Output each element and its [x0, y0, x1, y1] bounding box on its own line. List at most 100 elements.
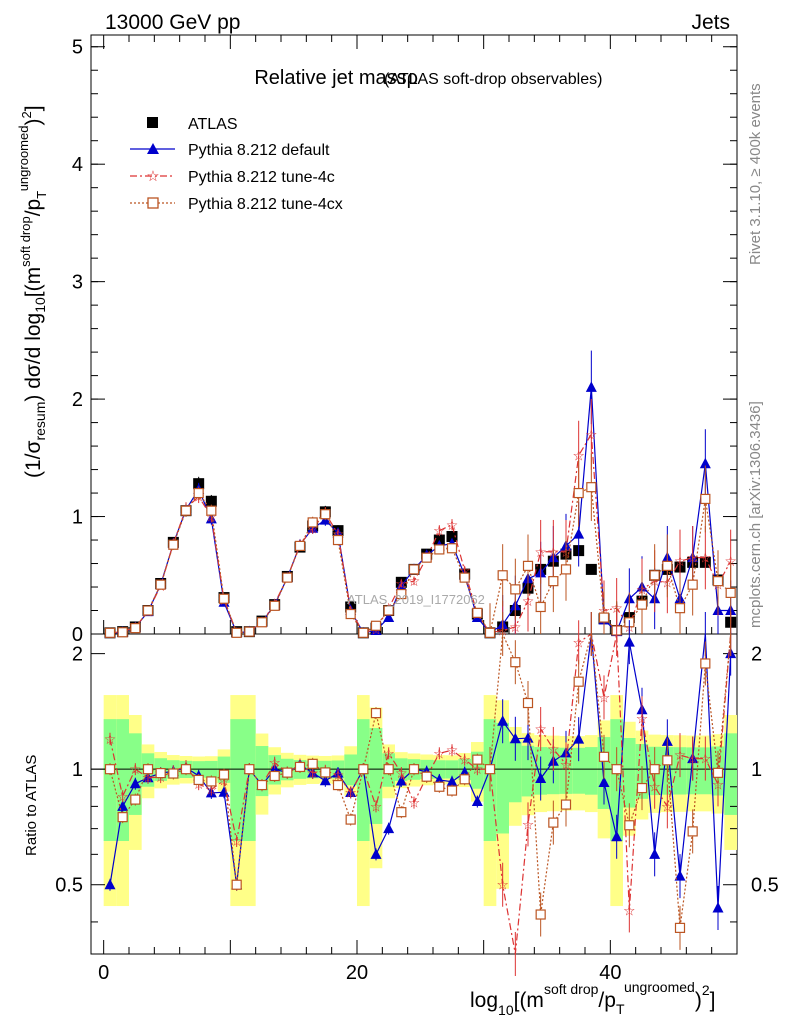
chart-subtitle: (ATLAS soft-drop observables)	[384, 71, 602, 88]
data-point-tune-4c: ☆	[585, 427, 598, 443]
data-point-tune-4cx	[598, 612, 610, 623]
data-point-tune-4c: ☆	[433, 524, 446, 540]
x-tick-label: 40	[599, 962, 621, 984]
data-point-tune-4c: ☆	[522, 817, 535, 833]
data-point-atlas	[446, 531, 458, 543]
data-point-tune-4cx	[522, 560, 534, 571]
legend-label-default: Pythia 8.212 default	[188, 142, 330, 159]
data-point-tune-4c: ☆	[534, 722, 547, 738]
data-point-tune-4cx	[459, 774, 470, 785]
y-tick-label: 3	[72, 272, 83, 294]
ratio-band-inner	[572, 747, 585, 794]
rivet-label: Rivet 3.1.10, ≥ 400k events	[747, 83, 764, 265]
ratio-band-inner	[509, 741, 522, 803]
data-point-tune-4cx	[573, 487, 584, 499]
data-point-default	[649, 848, 661, 859]
data-point-tune-4cx	[408, 764, 420, 775]
data-point-tune-4c: ☆	[674, 748, 687, 764]
data-point-tune-4c: ☆	[458, 753, 471, 769]
data-point-default	[104, 878, 116, 890]
ratio-band-inner	[344, 754, 357, 786]
data-point-tune-4cx	[522, 697, 534, 709]
ratio-tick-label-right: 2	[751, 644, 762, 666]
data-point-tune-4cx	[345, 814, 356, 825]
main-y-axis-label: (1/σresum) dσ/d log10[(msoft drop/pTungr…	[16, 105, 49, 478]
data-point-tune-4cx	[180, 505, 192, 516]
data-point-tune-4cx	[459, 572, 470, 583]
data-point-tune-4cx	[484, 627, 496, 638]
data-point-tune-4c: ☆	[446, 743, 459, 759]
y-tick-label: 4	[72, 154, 83, 176]
data-point-tune-4c: ☆	[699, 551, 712, 567]
data-point-tune-4cx	[396, 588, 407, 600]
data-point-tune-4cx	[370, 707, 382, 719]
data-point-tune-4cx	[446, 785, 458, 796]
data-point-tune-4cx	[624, 820, 635, 831]
data-point-tune-4cx	[294, 540, 306, 552]
data-point-default	[497, 715, 509, 726]
data-point-tune-4c: ☆	[471, 762, 484, 778]
data-point-tune-4c: ☆	[395, 766, 408, 782]
data-point-tune-4c: ☆	[268, 756, 281, 772]
data-point-default	[598, 776, 610, 788]
data-point-tune-4cx	[712, 767, 724, 778]
legend-marker-default	[147, 143, 159, 154]
data-point-tune-4cx	[472, 607, 483, 618]
data-point-tune-4c: ☆	[370, 799, 383, 815]
data-point-tune-4c: ☆	[724, 554, 737, 570]
data-point-tune-4cx	[408, 564, 420, 575]
ratio-tick-label-right: 1	[751, 759, 762, 781]
data-point-tune-4cx	[307, 517, 318, 528]
ratio-tick-label: 2	[72, 644, 83, 666]
data-point-tune-4c: ☆	[661, 799, 674, 815]
data-point-tune-4cx	[700, 658, 711, 669]
legend-label-tune-4c: Pythia 8.212 tune-4c	[188, 169, 335, 186]
data-point-tune-4cx	[256, 617, 268, 628]
data-point-tune-4cx	[396, 807, 407, 818]
data-point-tune-4c: ☆	[129, 762, 142, 778]
data-point-tune-4cx	[218, 593, 230, 604]
ratio-band-inner	[521, 745, 535, 797]
data-point-tune-4c: ☆	[674, 554, 687, 570]
data-point-tune-4cx	[193, 487, 204, 499]
data-point-tune-4cx	[218, 769, 230, 780]
data-point-tune-4cx	[231, 879, 242, 890]
data-point-tune-4c: ☆	[446, 518, 459, 534]
data-point-tune-4cx	[510, 584, 521, 595]
data-point-tune-4c: ☆	[686, 752, 699, 768]
data-point-tune-4c: ☆	[636, 711, 649, 727]
data-point-tune-4cx	[611, 764, 622, 775]
data-point-tune-4c: ☆	[408, 796, 421, 812]
ratio-series-line	[109, 633, 732, 955]
data-point-tune-4cx	[484, 764, 496, 775]
data-point-tune-4c: ☆	[547, 742, 560, 758]
data-point-tune-4cx	[130, 794, 141, 805]
data-point-tune-4cx	[712, 576, 724, 587]
legend-marker-tune-4c: ☆	[146, 167, 159, 185]
data-point-default	[585, 381, 597, 392]
ratio-tick-label: 1	[72, 759, 83, 781]
ratio-y-axis-label: Ratio to ATLAS	[23, 755, 40, 856]
data-point-tune-4cx	[598, 751, 610, 762]
chart-title: Relative jet massρ	[254, 67, 418, 89]
data-point-tune-4cx	[244, 764, 255, 775]
x-tick-label: 0	[98, 962, 109, 984]
data-point-tune-4cx	[434, 544, 445, 555]
svg-text:(1/σresum) dσ/d log10[(msoft d: (1/σresum) dσ/d log10[(msoft drop/pTungr…	[16, 105, 49, 478]
data-point-tune-4cx	[662, 755, 673, 766]
ratio-band-inner	[357, 719, 370, 841]
data-point-tune-4cx	[244, 626, 255, 637]
data-point-tune-4cx	[168, 768, 179, 779]
data-point-tune-4cx	[231, 627, 242, 638]
data-point-tune-4cx	[117, 812, 128, 823]
data-point-tune-4cx	[370, 620, 382, 631]
data-point-tune-4cx	[104, 764, 116, 775]
data-point-tune-4cx	[345, 608, 356, 620]
data-point-default	[611, 830, 623, 842]
mcplots-label: mcplots.cern.ch [arXiv:1306.3436]	[747, 401, 764, 628]
ratio-band-inner	[623, 737, 636, 808]
data-point-tune-4cx	[636, 782, 648, 794]
data-point-tune-4cx	[421, 552, 432, 563]
data-point-tune-4c: ☆	[230, 834, 243, 850]
